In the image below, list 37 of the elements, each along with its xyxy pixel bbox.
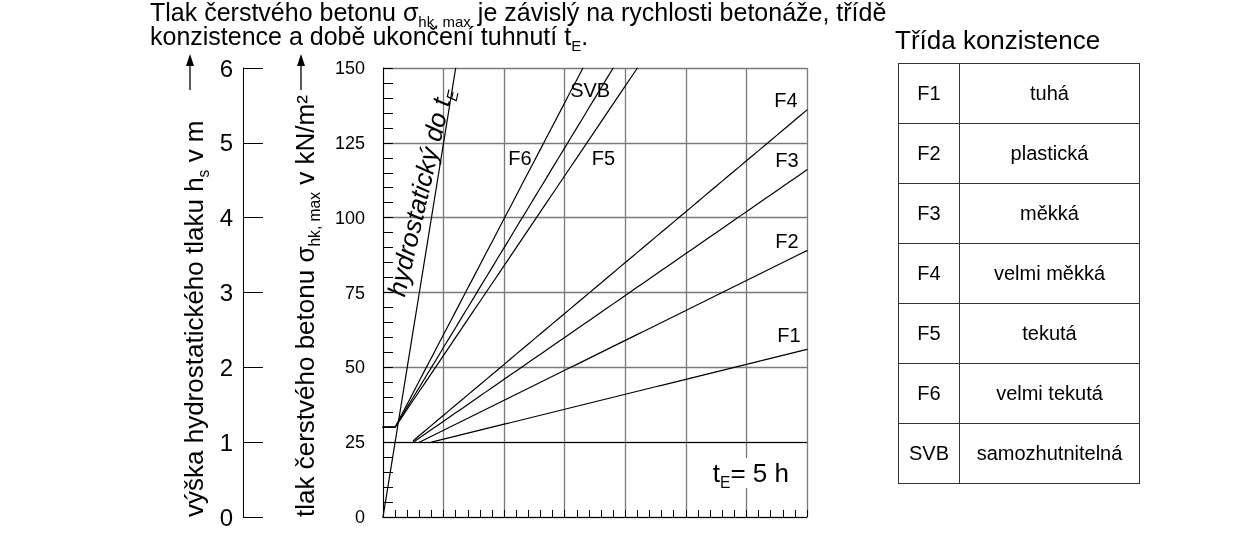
y2-tick-label: 4 bbox=[219, 204, 233, 232]
text: velmi měkká bbox=[959, 243, 1140, 304]
text: tekutá bbox=[959, 303, 1140, 364]
y-tick-label: 0 bbox=[354, 507, 365, 527]
series-label: F3 bbox=[775, 147, 799, 172]
y-tick-label: 150 bbox=[334, 58, 365, 78]
text: plastická bbox=[959, 123, 1140, 184]
text: F5 bbox=[898, 303, 960, 364]
y2-tick-label: 5 bbox=[219, 129, 233, 157]
series-label: F2 bbox=[775, 228, 799, 253]
text: tuhá bbox=[959, 63, 1140, 124]
y-tick-label: 100 bbox=[334, 207, 365, 228]
y2-tick-label: 0 bbox=[219, 503, 233, 531]
series-label: F6 bbox=[508, 146, 532, 170]
text: SVB bbox=[898, 423, 960, 484]
y-tick-label: 50 bbox=[344, 357, 365, 378]
text: F2 bbox=[898, 123, 960, 184]
y-tick-label: 125 bbox=[334, 132, 365, 153]
text: F3 bbox=[898, 183, 960, 244]
chart-title: Tlak čerstvého betonu σ$_{hk, max}$ je závislý na rychlosti betonáže, třídě konzistence a době ukončení tuhnutí t$_{E}$. bbox=[150, 0, 888, 54]
series-label: F1 bbox=[777, 323, 801, 348]
text: Třída konzistence bbox=[895, 25, 1101, 55]
y-tick-label: 75 bbox=[344, 282, 365, 303]
annotation: t$_{E}$= 5 h bbox=[711, 458, 790, 492]
text: F6 bbox=[898, 363, 960, 424]
text: velmi tekutá bbox=[959, 363, 1140, 424]
series-label: F5 bbox=[591, 146, 616, 170]
text: F4 bbox=[898, 243, 960, 304]
text: měkká bbox=[959, 183, 1140, 244]
y2-tick-label: 6 bbox=[219, 54, 233, 82]
y2-tick-label: 3 bbox=[219, 279, 233, 306]
text: F1 bbox=[898, 63, 960, 124]
y-tick-label: 25 bbox=[344, 432, 365, 453]
text: samozhutnitelná bbox=[959, 423, 1140, 484]
y2-tick-label: 2 bbox=[219, 353, 233, 381]
y2-tick-label: 1 bbox=[219, 428, 233, 456]
series-label: F4 bbox=[774, 87, 798, 112]
